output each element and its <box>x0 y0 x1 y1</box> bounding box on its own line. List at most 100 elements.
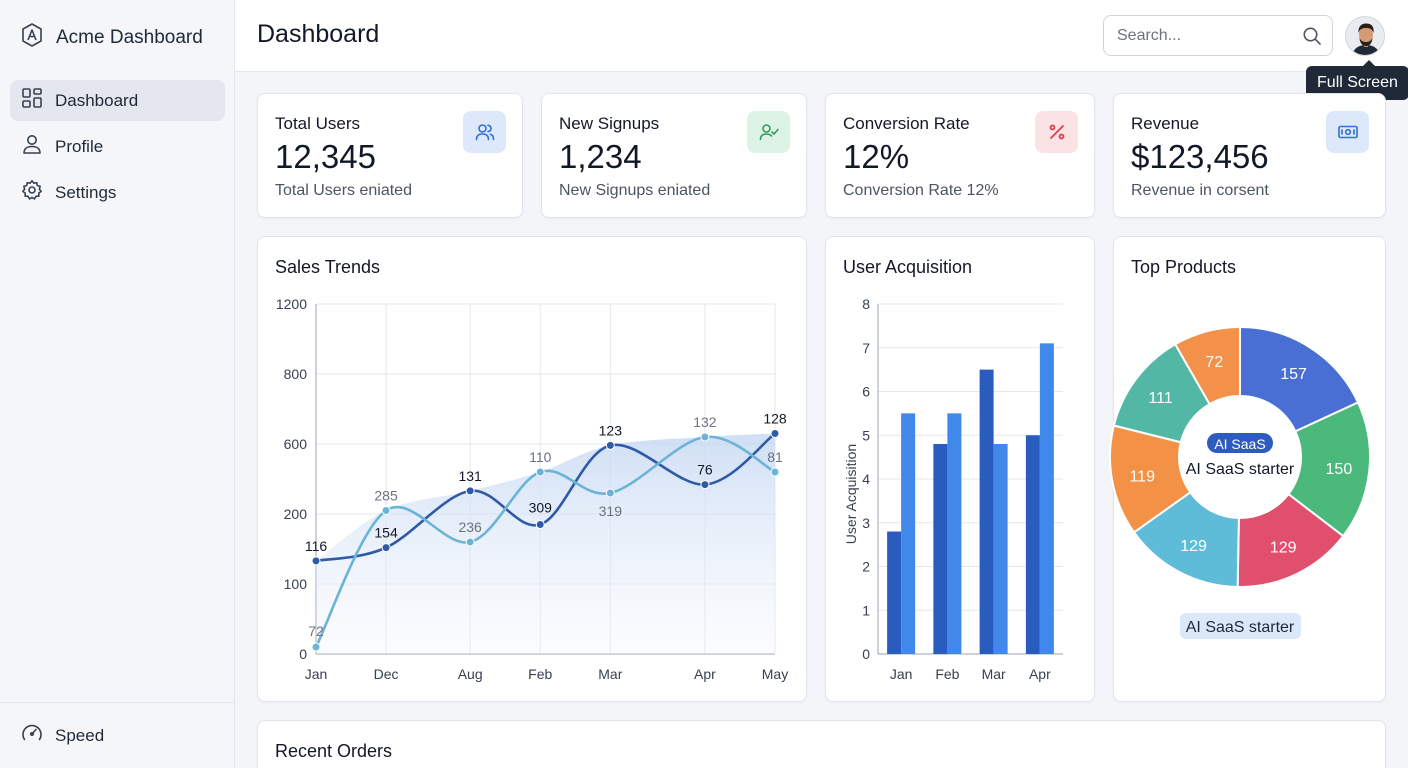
user-acquisition-card: User Acquisition 0 1 2 3 4 5 6 7 8 User Acquisiti… <box>825 236 1095 702</box>
bar <box>947 413 962 654</box>
stat-subtitle: Total Users eniated <box>275 182 412 199</box>
bar <box>993 444 1008 654</box>
y-tick-label: 4 <box>862 471 870 487</box>
data-label: 132 <box>693 414 717 430</box>
y-tick-label: 5 <box>862 427 870 443</box>
bar <box>1025 435 1040 654</box>
search-icon[interactable] <box>1302 26 1322 51</box>
x-tick-label: May <box>762 666 788 682</box>
top-header: Dashboard <box>235 0 1408 72</box>
x-tick-label: Aug <box>458 666 483 682</box>
sidebar-nav: Dashboard Profile Settings <box>10 80 225 218</box>
logo-icon <box>20 22 44 53</box>
stat-value: 12,345 <box>275 138 376 175</box>
x-tick-label: Apr <box>694 666 716 682</box>
user-check-icon <box>747 111 790 153</box>
x-tick-label: Dec <box>374 666 399 682</box>
y-tick-label: 8 <box>862 296 870 312</box>
data-point <box>381 506 391 515</box>
bar <box>979 369 994 654</box>
data-point <box>465 537 475 547</box>
card-title: Sales Trends <box>275 257 381 277</box>
stat-card-total-users: Total Users 12,345 Total Users eniated <box>257 93 523 218</box>
stat-subtitle: Revenue in corsent <box>1131 182 1269 199</box>
user-icon <box>21 133 43 160</box>
y-tick-label: 6 <box>862 384 870 400</box>
y-tick-label: 800 <box>284 366 308 382</box>
y-tick-label: 1200 <box>276 296 307 312</box>
stat-title: Total Users <box>275 114 361 133</box>
stat-value: $123,456 <box>1131 138 1269 175</box>
gear-icon <box>21 179 43 206</box>
y-tick-label: 0 <box>299 646 307 662</box>
data-label: 123 <box>599 422 623 438</box>
y-tick-label: 3 <box>862 515 870 531</box>
data-label: 81 <box>767 449 783 465</box>
data-point <box>311 642 321 652</box>
bar <box>933 444 948 654</box>
card-title: User Acquisition <box>843 257 973 277</box>
y-tick-label: 2 <box>862 559 870 575</box>
data-point <box>535 520 545 529</box>
search-input[interactable] <box>1104 16 1284 55</box>
data-point <box>770 429 780 438</box>
page-title: Dashboard <box>257 20 380 48</box>
y-tick-label: 100 <box>284 576 308 592</box>
grid-icon <box>21 87 43 114</box>
stat-subtitle: New Signups eniated <box>559 182 711 199</box>
x-tick-label: Mar <box>598 666 622 682</box>
stat-subtitle: Conversion Rate 12% <box>843 182 999 199</box>
y-tick-label: 600 <box>284 436 308 452</box>
y-tick-label: 7 <box>862 340 870 356</box>
x-tick-label: Jan <box>890 666 913 682</box>
y-axis-label: User Acquisition <box>843 444 859 544</box>
stat-value: 1,234 <box>559 138 642 175</box>
bar <box>1039 343 1054 654</box>
avatar[interactable] <box>1345 16 1385 56</box>
recent-orders-card: Recent Orders <box>257 720 1386 768</box>
data-label: 116 <box>305 538 328 554</box>
data-point <box>700 480 710 490</box>
data-label: 309 <box>529 500 553 516</box>
sidebar-item-dashboard[interactable]: Dashboard <box>10 80 225 121</box>
data-point <box>770 467 780 477</box>
data-label: 319 <box>599 503 623 519</box>
data-label: 285 <box>374 488 398 504</box>
data-point <box>605 440 615 450</box>
x-tick-label: Mar <box>982 666 1006 682</box>
sidebar-item-profile[interactable]: Profile <box>10 126 225 167</box>
user-acquisition-chart: 0 1 2 3 4 5 6 7 8 User Acquisition Jan Feb Mar Apr <box>843 296 1063 682</box>
sidebar-item-label: Profile <box>55 136 104 156</box>
data-label: 128 <box>763 411 787 427</box>
brand[interactable]: Acme Dashboard <box>20 22 203 53</box>
data-point <box>465 486 475 496</box>
sidebar-footer-label: Speed <box>55 725 105 745</box>
stat-title: Conversion Rate <box>843 114 970 133</box>
stat-title: New Signups <box>559 114 660 133</box>
data-label: 110 <box>529 449 552 465</box>
y-tick-label: 1 <box>862 602 870 618</box>
data-point <box>311 556 321 566</box>
speedometer-icon <box>21 722 43 749</box>
stat-value: 12% <box>843 138 910 175</box>
data-label: 131 <box>458 468 482 484</box>
sales-trends-card: Sales Trends 0 100 200 600 800 1200 Jan Dec Aug F… <box>257 236 807 702</box>
sidebar-item-settings[interactable]: Settings <box>10 172 225 213</box>
sidebar: Acme Dashboard Dashboard Profile Setting… <box>0 0 235 768</box>
y-tick-label: 0 <box>862 646 870 662</box>
sidebar-item-label: Dashboard <box>55 90 139 110</box>
stat-title: Revenue <box>1131 114 1200 133</box>
bar <box>887 531 902 654</box>
data-point <box>381 543 391 553</box>
data-label: 76 <box>697 462 713 478</box>
x-tick-label: Apr <box>1029 666 1051 682</box>
series-area <box>316 433 775 654</box>
banknote-icon <box>1326 111 1369 153</box>
card-title: Top Products <box>1131 257 1237 277</box>
x-tick-label: Feb <box>528 666 552 682</box>
data-point <box>535 467 545 477</box>
data-label: 72 <box>308 623 324 639</box>
sidebar-item-speed[interactable]: Speed <box>0 702 234 768</box>
card-title: Recent Orders <box>275 741 393 761</box>
search-box[interactable] <box>1103 15 1333 56</box>
